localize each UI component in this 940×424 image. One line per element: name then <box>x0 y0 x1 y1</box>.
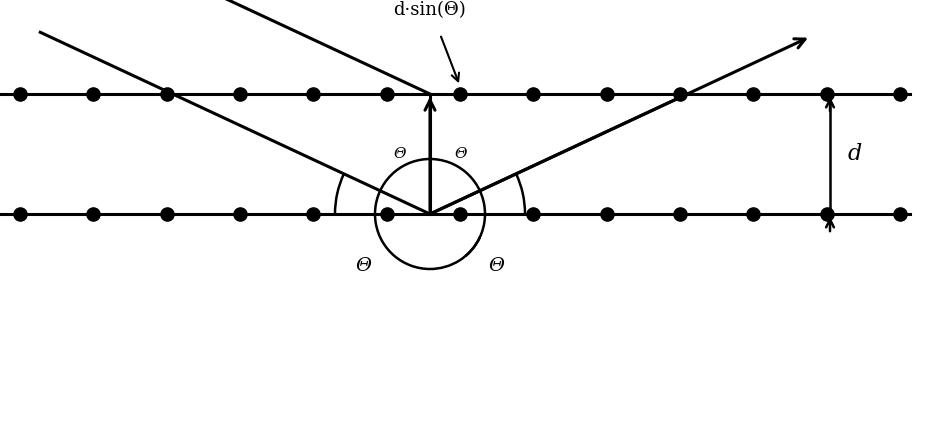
Point <box>12 91 27 98</box>
Point <box>525 91 540 98</box>
Point <box>232 211 247 218</box>
Point <box>819 211 834 218</box>
Point <box>452 211 467 218</box>
Text: Θ: Θ <box>454 147 466 161</box>
Point <box>306 91 321 98</box>
Point <box>159 211 174 218</box>
Point <box>745 91 760 98</box>
Point <box>232 91 247 98</box>
Point <box>379 91 394 98</box>
Point <box>306 211 321 218</box>
Point <box>892 211 907 218</box>
Point <box>672 91 687 98</box>
Point <box>599 211 614 218</box>
Point <box>86 91 101 98</box>
Point <box>159 91 174 98</box>
Point <box>379 211 394 218</box>
Point <box>525 211 540 218</box>
Point <box>86 211 101 218</box>
Point <box>12 211 27 218</box>
Text: d: d <box>848 143 862 165</box>
Point <box>672 211 687 218</box>
Text: Θ: Θ <box>489 257 505 275</box>
Point <box>745 211 760 218</box>
Point <box>599 91 614 98</box>
Text: Θ: Θ <box>355 257 371 275</box>
Text: Θ: Θ <box>394 147 406 161</box>
Point <box>452 91 467 98</box>
Point <box>819 91 834 98</box>
Point <box>892 91 907 98</box>
Text: d·sin(Θ): d·sin(Θ) <box>394 1 466 19</box>
